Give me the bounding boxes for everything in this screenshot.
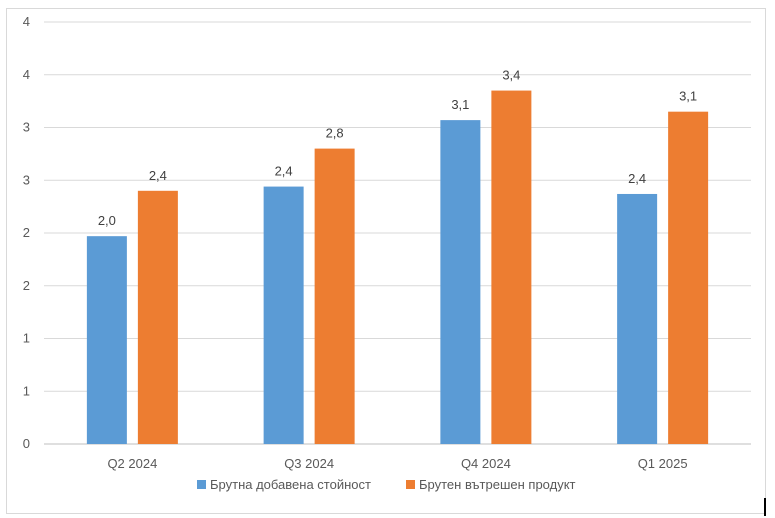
data-label: 2,4 [275, 164, 293, 179]
x-axis-tick-labels: Q2 2024 Q3 2024 Q4 2024 Q1 2025 [107, 456, 687, 471]
y-tick-label: 1 [23, 331, 30, 346]
y-tick-label: 4 [23, 14, 30, 29]
legend-label: Брутна добавена стойност [210, 477, 371, 492]
x-tick-label: Q4 2024 [461, 456, 511, 471]
data-label: 3,1 [451, 97, 469, 112]
y-tick-label: 3 [23, 120, 30, 135]
bar-gdp-2 [491, 90, 532, 444]
legend: Брутна добавена стойност Брутен вътрешен … [197, 477, 576, 492]
bar-gva-0 [86, 236, 127, 444]
bar-gdp-3 [668, 111, 709, 445]
bar-gva-2 [440, 120, 481, 445]
bar-gva-1 [263, 186, 304, 444]
text-cursor [764, 498, 766, 516]
data-label: 3,4 [502, 68, 520, 83]
y-tick-label: 2 [23, 278, 30, 293]
data-label: 2,4 [149, 168, 167, 183]
data-label: 3,1 [679, 89, 697, 104]
y-tick-label: 3 [23, 172, 30, 187]
bars [86, 90, 709, 445]
bar-gva-3 [617, 193, 658, 444]
y-tick-label: 4 [23, 67, 30, 82]
legend-swatch [406, 480, 415, 489]
y-tick-label: 1 [23, 383, 30, 398]
y-tick-label: 0 [23, 436, 30, 451]
data-label: 2,4 [628, 171, 646, 186]
data-label: 2,8 [326, 126, 344, 141]
data-labels: 2,0 2,4 2,4 2,8 3,1 3,4 2,4 3,1 [98, 68, 697, 229]
x-tick-label: Q3 2024 [284, 456, 334, 471]
x-tick-label: Q2 2024 [107, 456, 157, 471]
y-axis-tick-labels: 0 1 1 2 2 3 3 4 4 [23, 14, 30, 451]
bar-gdp-0 [137, 190, 178, 444]
legend-swatch [197, 480, 206, 489]
bar-gdp-1 [314, 148, 355, 444]
data-label: 2,0 [98, 213, 116, 228]
legend-label: Брутен вътрешен продукт [419, 477, 576, 492]
x-tick-label: Q1 2025 [638, 456, 688, 471]
y-tick-label: 2 [23, 225, 30, 240]
